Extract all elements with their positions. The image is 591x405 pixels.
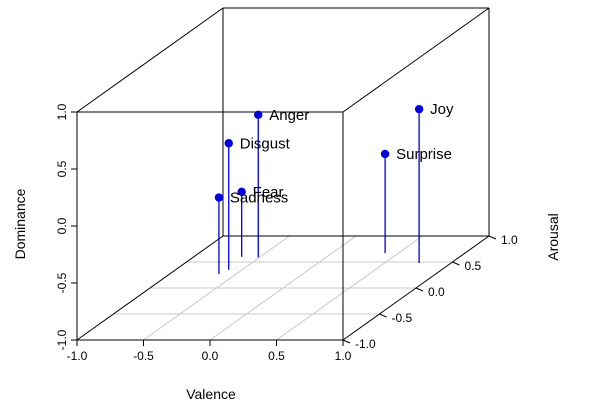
- data-point: [414, 104, 424, 114]
- box-edge: [76, 235, 224, 341]
- axis-ticks: -1.0 -0.5 0.0 0.5 1.0-1.0-0.50.00.51.0-1.0-0…: [55, 103, 518, 363]
- y-tick-label: 0.0: [428, 285, 445, 299]
- data-point: [380, 149, 390, 159]
- data-point: [237, 187, 246, 197]
- y-tick-mark: [342, 339, 351, 344]
- y-tick-label: 1.0: [501, 233, 518, 247]
- data-point: [224, 139, 233, 148]
- z-tick-label: 0.0: [55, 217, 69, 234]
- y-axis-title: Arousal: [545, 213, 561, 260]
- y-tick-mark: [488, 235, 497, 240]
- x-tick-label: 1.0: [335, 349, 352, 363]
- x-tick-label: 0.0: [202, 349, 219, 363]
- box-edge: [76, 7, 224, 113]
- y-tick-mark: [415, 287, 424, 292]
- floor-grid: [113, 235, 453, 341]
- point-label: Anger: [269, 107, 309, 124]
- point-label: Surprise: [396, 146, 452, 163]
- x-tick-label: 0.5: [268, 349, 285, 363]
- point-label: Fear: [253, 184, 284, 201]
- z-tick-label: -0.5: [55, 272, 69, 293]
- z-tick-label: 1.0: [55, 103, 69, 120]
- y-tick-label: -1.0: [355, 337, 376, 351]
- y-tick-label: 0.5: [465, 259, 482, 273]
- data-point: [254, 110, 263, 120]
- y-tick-label: -0.5: [392, 311, 413, 325]
- point-label: Sadness: [230, 190, 288, 207]
- z-tick-label: 0.5: [55, 160, 69, 177]
- point-label: Joy: [430, 101, 454, 118]
- y-tick-mark: [452, 261, 460, 266]
- x-axis-title: Valence: [186, 386, 236, 402]
- data-point: [214, 193, 224, 202]
- point-label: Disgust: [240, 135, 291, 152]
- z-tick-label: -1.0: [55, 329, 69, 350]
- x-tick-label: -1.0: [67, 349, 88, 363]
- x-tick-label: -0.5: [133, 349, 154, 363]
- z-axis-title: Dominance: [12, 188, 28, 259]
- y-tick-mark: [379, 313, 387, 318]
- box-edge: [342, 7, 490, 113]
